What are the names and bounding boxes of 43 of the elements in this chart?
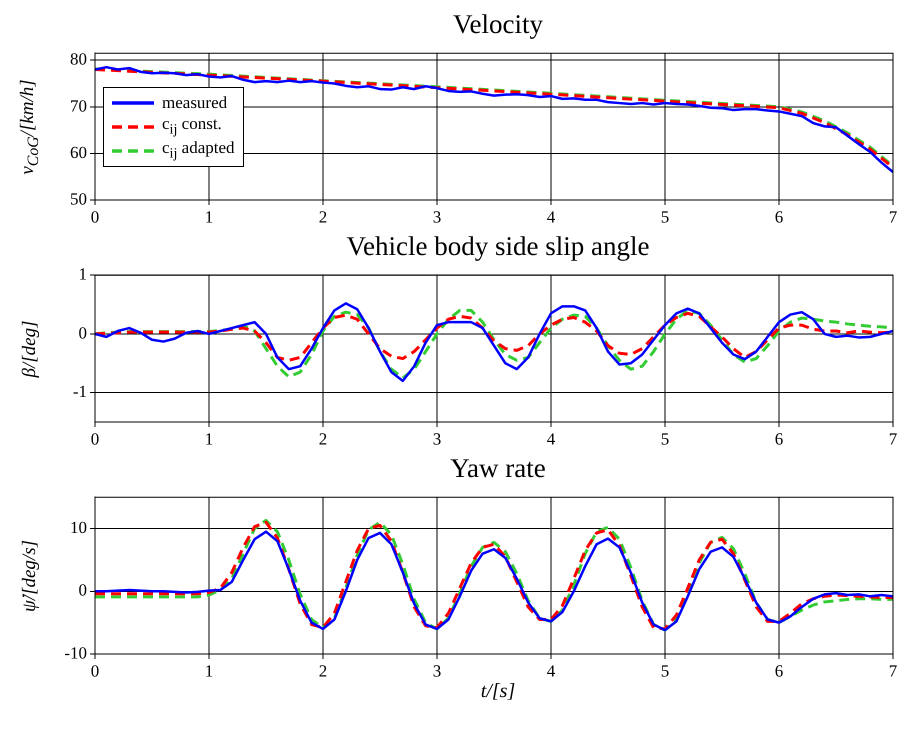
x-tick-label: 4 xyxy=(546,208,556,227)
y-tick-label: 1 xyxy=(78,264,87,284)
x-tick-label: 2 xyxy=(318,208,328,227)
x-tick-label: 3 xyxy=(432,208,442,227)
x-tick-label: 1 xyxy=(204,430,214,449)
chart-title: Vehicle body side slip angle xyxy=(346,230,650,262)
x-tick-label: 6 xyxy=(774,430,784,449)
x-tick-label: 2 xyxy=(318,430,328,449)
x-tick-label: 1 xyxy=(204,208,214,227)
x-tick-label: 5 xyxy=(660,208,670,227)
x-axis-title: t/[s] xyxy=(480,680,516,703)
x-tick-label: 5 xyxy=(660,662,670,681)
y-tick-label: -1 xyxy=(72,382,87,402)
chart-title: Velocity xyxy=(452,8,544,40)
x-tick-label: 1 xyxy=(204,662,214,681)
legend-label: c$_{ij}$ const. xyxy=(162,114,222,139)
y-tick-label: 70 xyxy=(70,96,87,116)
y-tick-label: 50 xyxy=(70,189,87,208)
y-axis-title: ψ̇/[deg/s] xyxy=(19,540,41,612)
legend-label: measured xyxy=(162,92,228,113)
x-tick-label: 3 xyxy=(432,430,442,449)
x-tick-label: 4 xyxy=(546,662,556,681)
x-tick-label: 3 xyxy=(432,662,442,681)
x-tick-label: 7 xyxy=(888,662,898,681)
x-tick-label: 2 xyxy=(318,662,328,681)
x-tick-label: 0 xyxy=(90,662,100,681)
y-tick-label: 0 xyxy=(78,580,87,600)
y-tick-label: 80 xyxy=(70,50,87,69)
x-tick-label: 0 xyxy=(90,430,100,449)
y-tick-label: 0 xyxy=(78,323,87,342)
x-tick-label: 5 xyxy=(660,430,670,449)
y-axis-title: β/[deg] xyxy=(19,320,41,378)
x-tick-label: 6 xyxy=(774,208,784,227)
x-tick-label: 7 xyxy=(888,430,898,449)
y-tick-label: -10 xyxy=(64,643,87,662)
x-tick-label: 0 xyxy=(90,208,100,227)
chart-title: Yaw rate xyxy=(449,452,547,484)
y-tick-label: 60 xyxy=(70,142,87,162)
x-tick-label: 7 xyxy=(888,208,898,227)
x-tick-label: 4 xyxy=(546,430,556,449)
y-tick-label: 10 xyxy=(70,518,87,538)
legend-label: c$_{ij}$ adapted xyxy=(162,138,235,163)
x-tick-label: 6 xyxy=(774,662,784,681)
